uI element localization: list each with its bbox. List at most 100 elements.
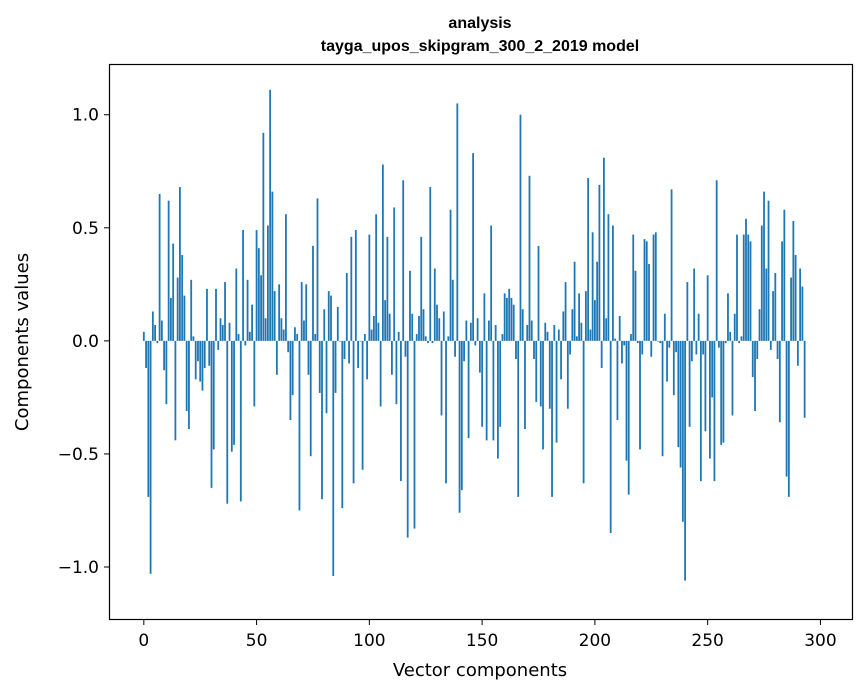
bar [781, 241, 783, 341]
bar [463, 340, 465, 362]
bar [776, 340, 779, 359]
bar [278, 284, 281, 341]
bar [264, 318, 267, 341]
bar [535, 340, 538, 402]
bar [257, 248, 260, 341]
bar [666, 340, 668, 382]
bar [172, 243, 175, 341]
bar [587, 178, 590, 341]
bar [639, 340, 641, 450]
bar [307, 340, 310, 375]
bar [573, 261, 576, 341]
bar [709, 340, 711, 459]
bar [352, 340, 355, 484]
bar [321, 340, 323, 500]
bar [605, 318, 608, 341]
bar [508, 288, 511, 341]
bar [510, 297, 513, 341]
bar [260, 275, 262, 341]
bar [539, 340, 542, 407]
bar [415, 334, 418, 341]
bar [796, 340, 799, 366]
bar [413, 340, 416, 529]
bar [600, 340, 603, 368]
plot-area-frame [108, 63, 854, 621]
bar [370, 329, 373, 341]
bar [663, 313, 666, 341]
bar [677, 340, 680, 448]
bar [418, 316, 420, 341]
bar [537, 245, 540, 341]
bar [803, 340, 806, 418]
bar [643, 239, 646, 341]
bar [485, 340, 488, 441]
bar [305, 284, 308, 341]
x-tick-label: 0 [138, 631, 149, 651]
bar [686, 282, 689, 341]
bar [763, 191, 765, 341]
bar [515, 340, 517, 359]
bar [794, 254, 797, 341]
bar [156, 340, 159, 344]
bar [442, 311, 445, 341]
bar [388, 313, 391, 341]
bar [348, 340, 350, 364]
bar [212, 340, 215, 450]
x-tick-label: 50 [246, 631, 268, 651]
bar [749, 241, 752, 341]
bar [235, 268, 238, 341]
bar [167, 200, 170, 341]
bar [300, 282, 303, 341]
bar [720, 340, 723, 445]
bar [361, 340, 364, 470]
bar [255, 230, 258, 341]
bar [693, 268, 696, 341]
bar [738, 340, 741, 344]
bar [758, 309, 761, 341]
bar [553, 325, 556, 341]
bar [221, 325, 224, 341]
bar [384, 300, 387, 341]
bar [760, 225, 763, 341]
bar [458, 340, 461, 513]
bar [751, 340, 754, 378]
bar [266, 225, 269, 341]
bar [395, 340, 398, 405]
x-tick-label: 150 [466, 631, 498, 651]
bar [785, 340, 788, 477]
bar [154, 325, 156, 341]
bar [560, 340, 562, 380]
bar [654, 232, 657, 341]
bar [242, 230, 244, 341]
bar [323, 309, 326, 341]
bar [474, 340, 477, 346]
bar [783, 209, 786, 341]
bar [607, 214, 610, 341]
bar [151, 311, 154, 341]
y-tick-label: 0.5 [72, 219, 99, 239]
bar [792, 221, 795, 341]
bar [460, 340, 463, 491]
bar [688, 340, 691, 427]
bar [695, 340, 698, 355]
bar [451, 279, 454, 341]
bar [524, 340, 526, 430]
bar [226, 340, 229, 504]
bar [185, 340, 188, 411]
bar [715, 180, 718, 341]
bar [546, 331, 549, 341]
bar [566, 340, 569, 409]
bar [702, 340, 705, 355]
bar [397, 331, 400, 341]
bar [174, 340, 177, 441]
bar [745, 218, 747, 341]
bar [533, 340, 535, 359]
bar [339, 340, 341, 342]
bar [393, 207, 396, 341]
bar [219, 318, 222, 341]
bar [690, 340, 693, 362]
bar [492, 340, 495, 441]
bar [343, 340, 346, 359]
bar [530, 320, 533, 341]
